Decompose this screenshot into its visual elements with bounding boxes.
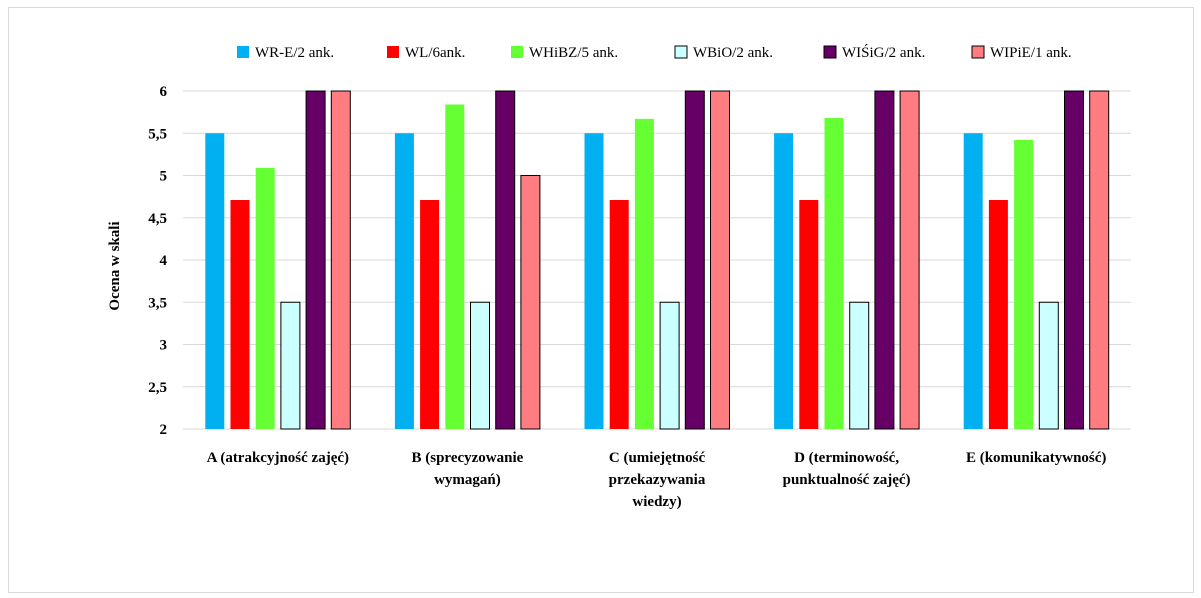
x-category-label: A (atrakcyjność zajęć) xyxy=(207,450,349,466)
y-tick-label: 4 xyxy=(160,253,168,269)
x-category-label: C (umiejętność xyxy=(609,450,706,466)
y-tick-label: 6 xyxy=(160,84,168,100)
bar xyxy=(849,301,870,430)
legend-swatch xyxy=(237,46,249,58)
bar xyxy=(394,133,414,429)
bar xyxy=(330,90,351,430)
y-tick-label: 5,5 xyxy=(148,126,167,142)
bar xyxy=(1014,140,1034,429)
x-category-label: B (sprecyzowanie xyxy=(412,450,524,466)
bar xyxy=(280,301,301,430)
bar xyxy=(255,167,275,429)
bar xyxy=(609,200,629,429)
x-category-label: przekazywania xyxy=(609,472,706,488)
legend-label: WHiBZ/5 ank. xyxy=(529,45,618,61)
legend-swatch xyxy=(387,46,399,58)
y-tick-label: 4,5 xyxy=(148,211,167,227)
bar xyxy=(1064,90,1084,430)
legend-swatch xyxy=(511,46,523,58)
y-tick-label: 3,5 xyxy=(148,295,167,311)
legend-swatch xyxy=(823,45,837,59)
bar xyxy=(305,90,326,430)
x-category-label: wymagań) xyxy=(434,472,501,488)
bar xyxy=(584,133,604,429)
bar xyxy=(445,104,465,430)
legend-label: WBiO/2 ank. xyxy=(693,45,773,61)
bar xyxy=(899,90,920,430)
legend-swatch xyxy=(971,45,985,59)
bar-chart: 2 2,5 3 3,5 4 4,5 5 5,5 6 A (atrakcyjność zajęć)… xyxy=(107,44,1131,510)
bar xyxy=(420,200,440,429)
bar xyxy=(799,200,819,429)
legend-label: WL/6ank. xyxy=(405,45,465,61)
bar xyxy=(824,118,844,429)
bar xyxy=(774,133,794,429)
y-tick-label: 3 xyxy=(160,338,168,354)
bar xyxy=(495,90,516,430)
y-axis-title: Ocena w skali xyxy=(107,221,123,310)
bar xyxy=(1038,301,1059,430)
bar xyxy=(470,301,490,430)
legend-swatch xyxy=(674,45,688,59)
bar xyxy=(963,133,983,429)
x-category-label: E (komunikatywność) xyxy=(966,450,1106,466)
x-category-label: punktualność zajęć) xyxy=(783,472,911,488)
bar xyxy=(684,90,705,430)
bar xyxy=(230,200,250,429)
legend-label: WIPiE/1 ank. xyxy=(990,45,1072,61)
bar xyxy=(988,200,1008,429)
bar xyxy=(520,175,541,430)
y-tick-label: 5 xyxy=(160,169,168,185)
x-category-label: wiedzy) xyxy=(632,494,681,510)
y-tick-label: 2,5 xyxy=(148,380,167,396)
legend-label: WIŚiG/2 ank. xyxy=(842,44,925,61)
bar xyxy=(659,301,680,430)
bar xyxy=(710,90,730,430)
legend-label: WR-E/2 ank. xyxy=(255,45,334,61)
y-tick-label: 2 xyxy=(160,422,168,438)
bar xyxy=(1089,90,1110,430)
bar xyxy=(874,90,895,430)
bars xyxy=(205,90,1110,430)
bar xyxy=(205,133,225,429)
chart-frame: 2 2,5 3 3,5 4 4,5 5 5,5 6 A (atrakcyjność zajęć)… xyxy=(8,7,1194,593)
bar xyxy=(634,118,654,429)
x-category-labels: A (atrakcyjność zajęć) B (sprecyzowanie wy… xyxy=(207,450,1107,510)
y-tick-labels: 2 2,5 3 3,5 4 4,5 5 5,5 6 xyxy=(148,84,167,438)
legend: WR-E/2 ank. WL/6ank. WHiBZ/5 ank. WBiO/2 an… xyxy=(237,44,1072,61)
x-category-label: D (terminowość, xyxy=(794,450,899,466)
